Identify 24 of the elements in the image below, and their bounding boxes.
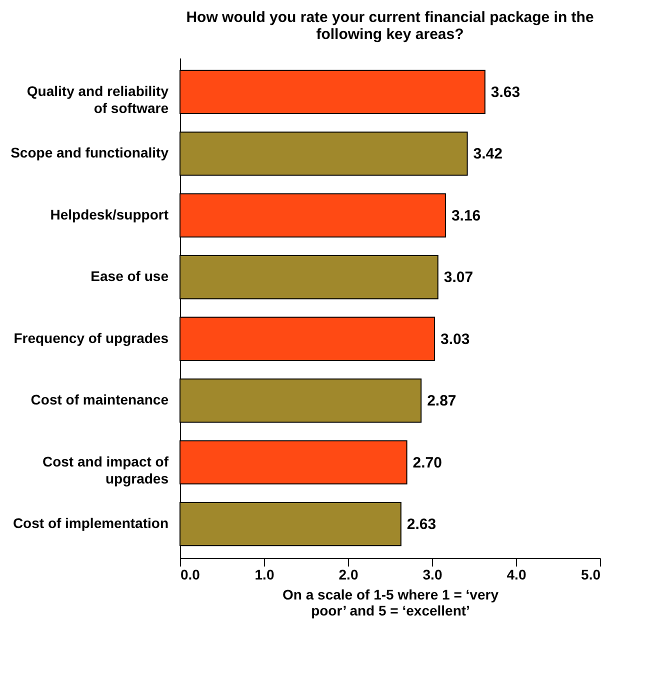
y-tick-label: Helpdesk/support <box>50 206 169 222</box>
x-axis-title: On a scale of 1-5 where 1 = ‘very poor’ and 5 = ‘excellent’ <box>282 586 499 618</box>
y-tick-label: Quality and reliability of software <box>26 82 169 116</box>
data-label: 2.87 <box>427 392 456 410</box>
y-tick-label: Scope and functionality <box>10 144 169 161</box>
y-tick-label: Frequency of upgrades <box>14 330 169 346</box>
data-label: 3.63 <box>490 84 520 101</box>
data-label: 3.03 <box>440 330 470 348</box>
x-tick-label: 1.0 <box>254 566 274 582</box>
data-label: 2.70 <box>412 454 442 472</box>
y-tick-label: Ease of use <box>90 268 169 284</box>
y-tick-label: Cost of maintenance <box>30 392 169 408</box>
x-tick-label: 2.0 <box>338 566 358 582</box>
chart-title: How would you rate your current financial package in the following key areas? <box>186 9 594 43</box>
data-label: 2.63 <box>406 516 436 534</box>
x-tick-label: 3.0 <box>422 566 442 582</box>
x-tick-label: 5.0 <box>581 566 601 582</box>
y-tick-label: Cost and impact of upgrades <box>42 453 169 486</box>
data-label: 3.42 <box>473 146 502 163</box>
data-label: 3.07 <box>444 269 474 286</box>
data-label: 3.16 <box>451 207 481 224</box>
y-tick-label: Cost of implementation <box>12 515 168 532</box>
x-tick-label: 0.0 <box>180 566 200 582</box>
x-tick-label: 4.0 <box>506 566 526 582</box>
